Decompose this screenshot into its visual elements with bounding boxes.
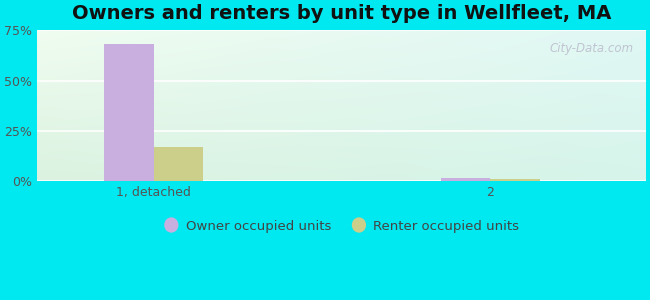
Bar (105, 44, 153, 182)
Title: Owners and renters by unit type in Wellfleet, MA: Owners and renters by unit type in Wellf… (72, 4, 611, 23)
Bar (441, 178, 490, 181)
Legend: Owner occupied units, Renter occupied units: Owner occupied units, Renter occupied un… (158, 215, 525, 238)
Bar (153, 147, 203, 182)
Bar (490, 179, 540, 182)
Text: City-Data.com: City-Data.com (549, 42, 634, 56)
